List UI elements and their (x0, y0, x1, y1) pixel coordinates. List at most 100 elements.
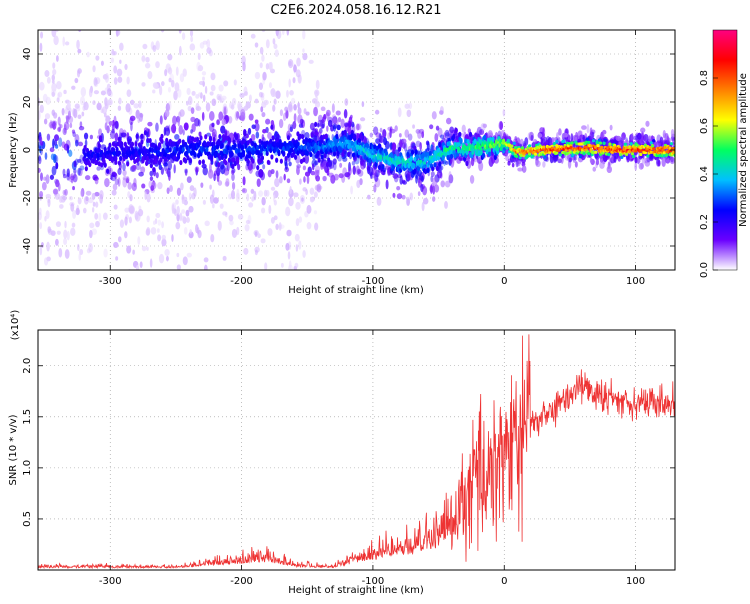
spectrogram-noise-point (421, 175, 424, 183)
spectrogram-noise-point (634, 156, 638, 164)
spectrogram-noise-point (55, 238, 59, 246)
spectrogram-noise-point (385, 179, 389, 190)
spectrogram-noise-point (47, 198, 51, 208)
spectrogram-ridge-point (512, 141, 516, 145)
spectrogram-noise-point (135, 264, 140, 270)
spectrogram-ridge-point (479, 150, 483, 156)
spectrogram-noise-point (573, 154, 578, 161)
spectrogram-ridge-point (377, 143, 382, 149)
spectrogram-noise-point (89, 222, 95, 229)
spectrogram-noise-point (157, 219, 162, 226)
spectrogram-noise-point (376, 196, 382, 206)
spectrogram-noise-point (67, 110, 71, 120)
spectrogram-noise-point (38, 154, 41, 162)
spectrogram-ridge-point (510, 144, 514, 148)
spectrogram-ridge-point (106, 168, 110, 174)
spectrogram-noise-point (169, 185, 173, 193)
spectrogram-noise-point (417, 191, 421, 197)
spectrogram-noise-point (243, 247, 249, 255)
spectrogram-noise-point (313, 131, 319, 136)
y-tick-label: 0.5 (22, 511, 33, 527)
spectrogram-ridge-point (406, 151, 410, 158)
spectrogram-noise-point (265, 189, 270, 197)
spectrogram-noise-point (359, 156, 363, 161)
spectrogram-noise-point (330, 174, 336, 184)
spectrogram-noise-point (261, 134, 265, 141)
spectrogram-noise-point (190, 129, 193, 134)
spectrogram-noise-point (275, 223, 279, 230)
spectrogram-ridge-point (515, 154, 519, 158)
spectrogram-ridge-point (511, 155, 515, 159)
spectrogram-noise-point (159, 115, 163, 125)
spectrogram-noise-point (273, 98, 277, 105)
spectrogram-noise-point (58, 247, 63, 258)
spectrogram-noise-point (302, 52, 308, 61)
spectrogram-noise-point (73, 108, 78, 119)
spectrogram-noise-point (179, 109, 185, 117)
spectrogram-noise-point (325, 109, 331, 117)
spectrogram-noise-point (163, 162, 168, 167)
spectrogram-noise-point (173, 90, 178, 101)
spectrogram-noise-point (638, 162, 644, 170)
spectrogram-ridge-point (236, 158, 240, 164)
spectrogram-noise-point (261, 271, 264, 278)
spectrogram-ridge-point (575, 142, 579, 146)
spectrogram-noise-point (129, 115, 136, 121)
spectrogram-noise-point (290, 97, 296, 105)
spectrogram-noise-point (135, 162, 142, 171)
spectrogram-noise-point (39, 81, 45, 91)
spectrogram-noise-point (227, 115, 233, 124)
spectrogram-noise-point (211, 122, 215, 128)
spectrogram-noise-point (117, 105, 122, 111)
spectrogram-noise-point (197, 229, 202, 239)
spectrogram-ridge-point (251, 158, 255, 164)
spectrogram-noise-point (247, 127, 252, 135)
colorbar-ticks: 0.0 0.2 0.4 0.6 0.8 (699, 70, 718, 278)
spectrogram-noise-point (82, 105, 86, 111)
spectrogram-noise-point (278, 118, 284, 129)
spectrogram-ridge-point (317, 157, 321, 163)
spectrogram-noise-point (657, 159, 661, 167)
spectrogram-noise-point (78, 125, 85, 131)
spectrogram-ridge-point (193, 137, 197, 143)
spectrogram-noise-point (181, 215, 186, 221)
spectrogram-noise-point (118, 97, 122, 105)
spectrogram-noise-point (157, 234, 162, 242)
spectrogram-ridge-point (665, 153, 669, 157)
spectrogram-noise-point (59, 204, 64, 209)
spectrogram-ridge-point (136, 156, 140, 162)
spectrogram-ridge-point (212, 141, 216, 147)
spectrogram-ridge-point (389, 152, 393, 158)
spectrogram-ridge-point (446, 154, 450, 161)
spectrogram-noise-point (262, 164, 266, 170)
spectrogram-noise-point (213, 170, 218, 176)
spectrogram-noise-point (47, 226, 52, 233)
spectrogram-ridge-point (168, 147, 172, 153)
spectrogram-noise-point (542, 127, 546, 138)
spectrogram-ridge-point (221, 137, 226, 143)
spectrogram-noise-point (190, 107, 195, 115)
spectrogram-ridge-point (531, 154, 535, 158)
spectrogram-noise-point (220, 164, 226, 175)
spectrogram-noise-point (439, 110, 444, 115)
spectrogram-ridge-point (652, 147, 656, 151)
spectrogram-ridge-point (305, 150, 309, 157)
spectrogram-ridge-point (620, 155, 624, 159)
spectrogram-noise-point (317, 123, 320, 128)
spectrogram-noise-point (152, 82, 158, 89)
spectrogram-noise-point (83, 101, 89, 111)
spectrogram-noise-point (287, 251, 291, 260)
spectrogram-noise-point (168, 171, 171, 181)
spectrogram-noise-point (228, 214, 234, 222)
spectrogram-noise-point (208, 123, 215, 133)
spectrogram-noise-point (335, 110, 341, 116)
spectrogram-ridge-point (583, 145, 587, 149)
spectrogram-noise-point (244, 224, 250, 232)
spectrogram-noise-point (339, 162, 343, 168)
spectrogram-noise-point (421, 201, 425, 212)
spectrogram-noise-point (422, 185, 428, 196)
spectrogram-noise-point (95, 77, 101, 85)
spectrogram-noise-point (38, 167, 41, 173)
spectrogram-noise-point (79, 154, 84, 165)
spectrogram-noise-point (260, 106, 264, 113)
